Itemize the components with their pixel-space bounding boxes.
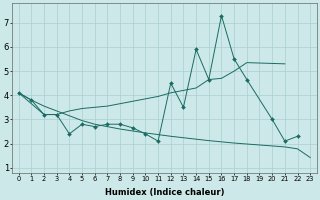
X-axis label: Humidex (Indice chaleur): Humidex (Indice chaleur) [105,188,224,197]
